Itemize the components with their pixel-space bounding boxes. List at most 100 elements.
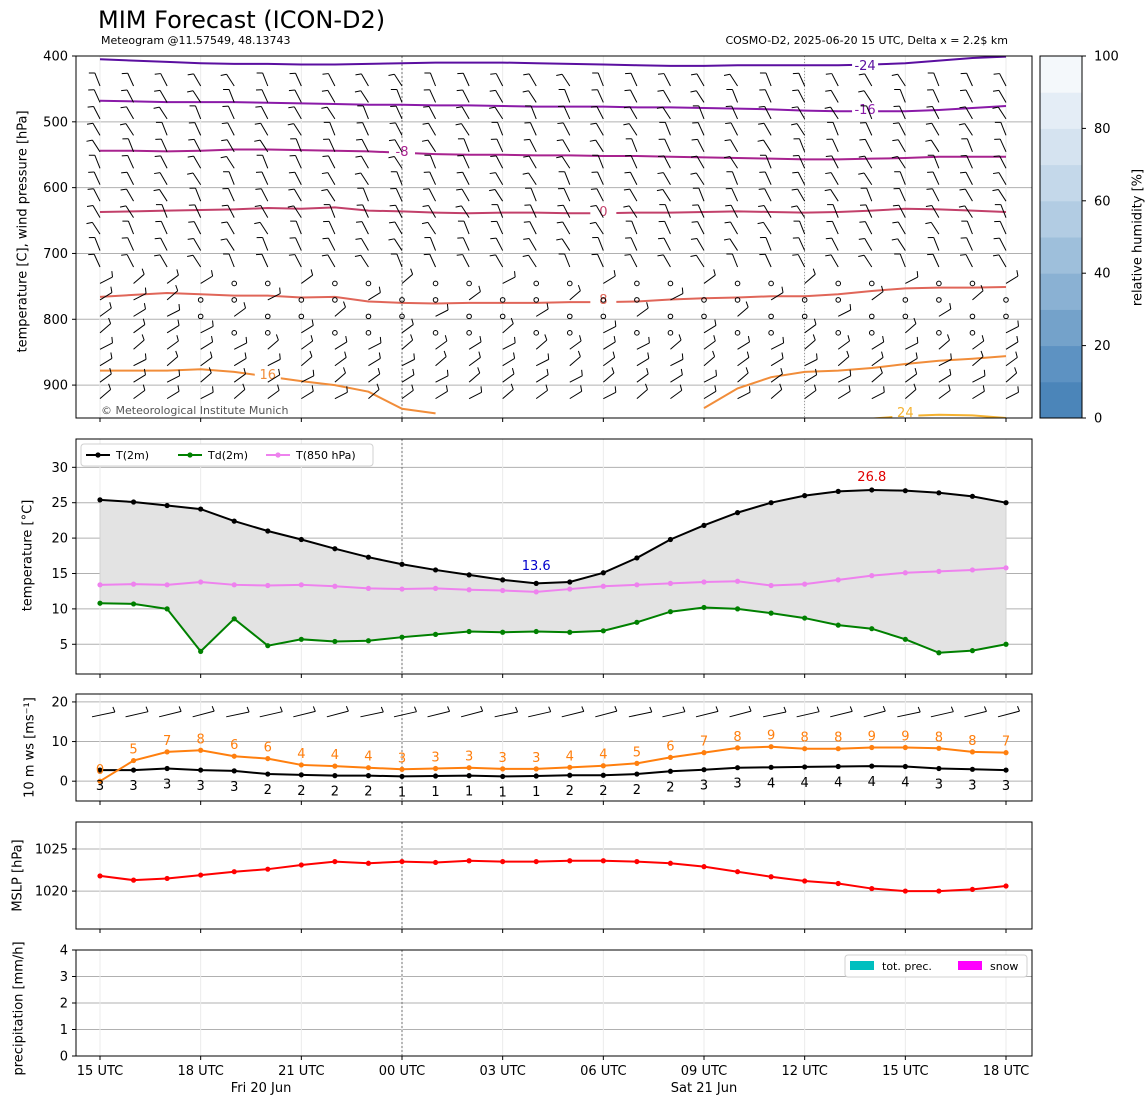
- wind-barb-icon: [698, 187, 705, 202]
- wind-barb-icon: [737, 341, 750, 350]
- wind-barb-flag-icon: [723, 156, 731, 159]
- wind-barb-flag-icon: [581, 706, 585, 712]
- wind-barb-icon: [368, 292, 381, 301]
- calm-barb-icon: [332, 280, 338, 287]
- wind-barb-flag-icon: [143, 368, 146, 375]
- data-point: [768, 610, 774, 616]
- x-tick-label: 03 UTC: [479, 1064, 525, 1079]
- legend-marker: [187, 452, 193, 458]
- wind-barb-flag-icon: [154, 155, 161, 157]
- wind-barb-icon: [396, 253, 403, 268]
- data-point: [164, 606, 170, 612]
- label-layer: 4005006007008009005101520253001020102010…: [35, 50, 1119, 1097]
- isotherm-line: [703, 355, 1007, 409]
- calm-barb-icon: [868, 330, 875, 336]
- calm-barb-icon: [936, 330, 942, 336]
- wind-barb-icon: [360, 73, 369, 87]
- wind-barb-flag-icon: [522, 254, 529, 257]
- wind-gust-label: 0: [96, 763, 104, 778]
- calm-barb-icon: [332, 297, 338, 303]
- wind-barb-flag-icon: [925, 122, 932, 125]
- wind-barb-icon: [731, 188, 739, 202]
- wind-barb-flag-icon: [980, 284, 984, 291]
- data-point: [466, 773, 472, 779]
- wind-barb-icon: [731, 105, 739, 120]
- wind-barb-icon: [496, 138, 504, 153]
- wind-barb-icon: [133, 324, 146, 334]
- wind-barb-flag-icon: [176, 335, 179, 342]
- wind-barb-flag-icon: [110, 352, 113, 359]
- wind-barb-flag-icon: [556, 156, 563, 159]
- wind-barb-icon: [871, 391, 885, 400]
- calm-barb-icon: [231, 280, 238, 287]
- wind-barb-icon: [126, 172, 134, 185]
- wind-barb-icon: [401, 273, 413, 284]
- wind-barb-flag-icon: [623, 106, 630, 109]
- wind-barb-flag-icon: [86, 139, 93, 142]
- wind-barb-flag-icon: [690, 90, 697, 93]
- wind-barb-icon: [528, 155, 537, 169]
- wind-barb-icon: [998, 90, 1007, 103]
- data-point: [802, 581, 808, 587]
- wind-barb-flag-icon: [121, 254, 128, 256]
- wind-barb-icon: [603, 341, 616, 350]
- wind-barb-icon: [127, 220, 135, 235]
- calm-barb-icon: [768, 280, 774, 287]
- wind-barb-icon: [166, 274, 179, 284]
- wind-barb-flag-icon: [410, 334, 414, 341]
- wind-barb-flag-icon: [723, 238, 731, 241]
- data-point: [869, 487, 875, 493]
- wind-barb-flag-icon: [456, 106, 463, 109]
- wind-barb-icon: [435, 390, 448, 400]
- data-point: [198, 506, 204, 512]
- wind-barb-icon: [267, 389, 280, 400]
- wind-barb-icon: [662, 172, 671, 185]
- wind-barb-flag-icon: [321, 106, 328, 109]
- wind-barb-flag-icon: [490, 155, 497, 157]
- data-point: [130, 499, 137, 505]
- wind-barb-icon: [964, 710, 987, 718]
- wind-barb-icon: [837, 375, 851, 383]
- wind-gust-label: 4: [566, 749, 574, 764]
- wind-barb-flag-icon: [614, 320, 617, 327]
- wind-barb-icon: [670, 339, 682, 350]
- y-tick-label: 20: [51, 695, 68, 710]
- wind-speed-label: 1: [532, 785, 540, 800]
- legend-label: snow: [990, 960, 1018, 973]
- wind-barb-flag-icon: [781, 286, 784, 293]
- wind-barb-flag-icon: [925, 221, 932, 225]
- isotherm-label-bg: [852, 57, 879, 73]
- wind-barb-icon: [160, 138, 168, 153]
- calm-barb-icon: [365, 280, 372, 287]
- y-tick-label: 25: [51, 496, 68, 511]
- wind-gust-label: 3: [499, 751, 507, 766]
- wind-barb-icon: [495, 155, 504, 169]
- wind-barb-flag-icon: [380, 706, 384, 713]
- data-point: [734, 745, 741, 751]
- wind-barb-icon: [428, 123, 436, 136]
- wind-barb-icon: [530, 187, 537, 202]
- wind-barb-flag-icon: [859, 221, 866, 223]
- data-point: [399, 634, 405, 640]
- wind-barb-icon: [797, 188, 806, 202]
- wind-barb-icon: [193, 221, 202, 235]
- wind-barb-icon: [1000, 204, 1007, 218]
- wind-barb-icon: [965, 254, 973, 268]
- wind-barb-flag-icon: [882, 705, 886, 712]
- wind-barb-flag-icon: [86, 205, 94, 207]
- data-point: [701, 750, 707, 756]
- wind-barb-icon: [295, 220, 302, 235]
- wind-barb-flag-icon: [690, 172, 697, 175]
- data-point: [634, 771, 640, 777]
- wind-barb-flag-icon: [993, 155, 1000, 157]
- wind-barb-icon: [804, 339, 816, 350]
- wind-barb-flag-icon: [344, 351, 347, 358]
- wind-barb-flag-icon: [221, 221, 228, 224]
- wind-barb-icon: [569, 375, 583, 383]
- colorbar-segment: [1040, 273, 1082, 310]
- wind-speed-label: 2: [633, 783, 641, 798]
- panel-frame: [75, 693, 1033, 802]
- wind-barb-icon: [193, 139, 202, 153]
- wind-barb-flag-icon: [389, 204, 396, 207]
